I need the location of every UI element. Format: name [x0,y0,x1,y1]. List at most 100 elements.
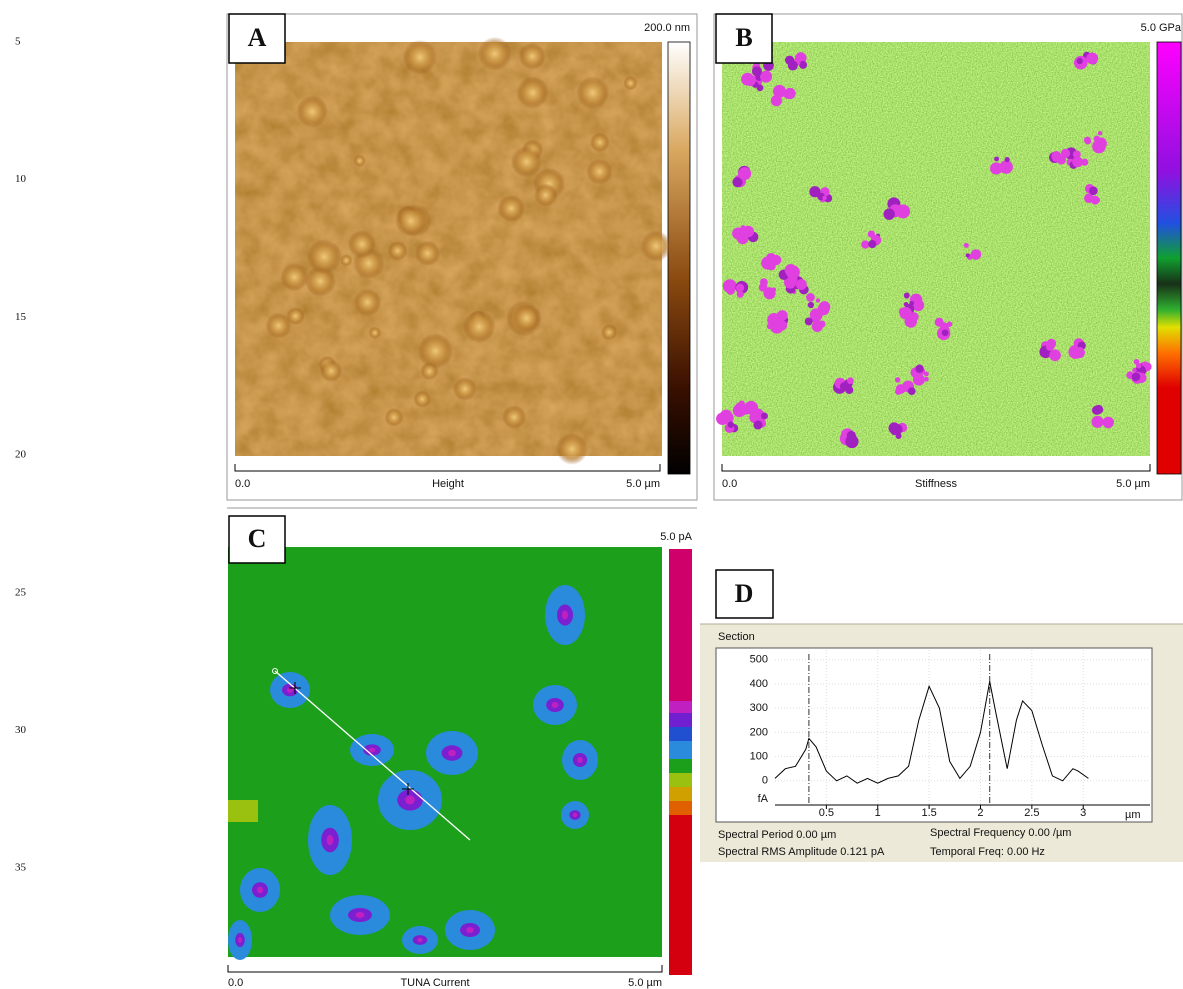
axis-end: 5.0 µm [1116,478,1150,490]
surface-bump [534,183,557,206]
surface-bump [280,263,308,291]
surface-bump [296,96,328,128]
axis-end: 5.0 µm [626,478,660,490]
stiff-spot [909,312,919,322]
stiff-spot [868,240,876,248]
stiff-spot [816,298,820,302]
stiff-spot [1084,138,1091,145]
surface-bump [320,360,342,382]
stiff-spot [1132,368,1137,373]
stiff-spot [777,320,788,331]
current-peak [327,835,334,846]
stiff-spot [761,256,774,269]
surface-bump [498,195,525,222]
stiff-spot [783,89,792,98]
panel-letter: D [735,579,754,608]
stiff-spot [809,186,820,197]
surface-bump [388,241,408,261]
current-peak [562,611,568,620]
color-bar [1157,42,1181,474]
current-peak [238,937,242,943]
axis-start: 0.0 [228,977,243,989]
panel-letter: C [248,524,267,553]
line-number: 20 [15,449,27,461]
color-bar [668,42,690,474]
axis-start: 0.0 [722,478,737,490]
stiff-spot [896,433,902,439]
current-peak [466,927,474,933]
stiff-spot [759,283,768,292]
stiff-spot [777,310,788,321]
stiff-spot [913,374,925,386]
surface-bump [385,408,404,427]
stiff-spot [924,377,929,382]
line-number: 15 [15,311,27,323]
surface-bump [453,377,477,401]
current-peak [573,813,577,817]
stiff-spot [1077,58,1083,64]
axis-start: 0.0 [235,478,250,490]
stiff-spot [741,235,748,242]
stiff-spot [737,291,744,298]
axis-label: Height [432,478,464,490]
surface-bump [590,133,609,152]
stiff-spot [818,320,825,327]
scale-max: 200.0 nm [644,22,690,34]
stiff-spot [796,279,807,290]
stiff-spot [1136,363,1142,369]
surface-bump [354,155,366,167]
stiff-spot [966,253,970,257]
stiff-spot [904,293,910,299]
stat: Temporal Freq: 0.00 Hz [930,846,1045,858]
panel-letter: A [248,23,267,52]
surface-bump [519,43,546,70]
surface-bump [576,76,609,109]
y-unit: fA [758,793,769,805]
stiff-spot [716,413,728,425]
line-number: 30 [15,724,27,736]
surface-bump [601,324,617,340]
current-peak [257,887,263,894]
axis-end: 5.0 µm [628,977,662,989]
stiff-spot [896,384,906,394]
stiff-spot [895,205,905,215]
surface-bump [340,254,352,266]
stiff-spot [942,329,949,336]
line-number: 10 [15,173,27,185]
line-number: 35 [15,862,27,874]
stat: Spectral RMS Amplitude 0.121 pA [718,846,885,858]
stiff-spot [1098,131,1102,135]
stiff-spot [805,317,813,325]
current-peak [552,702,559,708]
stiff-spot [1093,417,1102,426]
surface-bump [463,310,496,343]
stiff-spot [1095,198,1100,203]
scale-max: 5.0 pA [660,531,692,543]
stiff-spot [895,377,900,382]
stiff-spot [738,167,751,180]
stiff-spot [840,382,848,390]
stiff-spot [1095,137,1107,149]
stiff-spot [1074,347,1085,358]
y-tick-label: 100 [750,750,768,762]
surface-bump [348,230,376,258]
x-unit: µm [1125,809,1141,821]
surface-bump [421,362,439,380]
surface-bump [418,333,453,368]
color-bar [669,549,692,975]
stiff-spot [806,293,815,302]
current-patch [228,800,258,822]
stiff-spot [871,235,876,240]
section-title: Section [718,631,755,643]
stiff-spot [908,387,916,395]
stiff-spot [764,71,771,78]
stiff-spot [990,162,1002,174]
stiff-spot [822,196,826,200]
y-tick-label: 0 [762,775,768,787]
figure: A 200.0 nm 0.0 Height 5.0 µm B 5.0 GPa 0… [0,0,1183,989]
y-tick-label: 500 [750,654,768,666]
stat: Spectral Period 0.00 µm [718,829,836,841]
line-number: 5 [15,36,21,48]
stiff-spot [1132,372,1141,381]
stiff-spot [1094,405,1103,414]
